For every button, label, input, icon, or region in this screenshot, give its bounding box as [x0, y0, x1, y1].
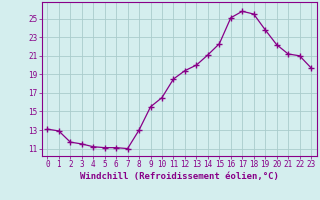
X-axis label: Windchill (Refroidissement éolien,°C): Windchill (Refroidissement éolien,°C) — [80, 172, 279, 181]
